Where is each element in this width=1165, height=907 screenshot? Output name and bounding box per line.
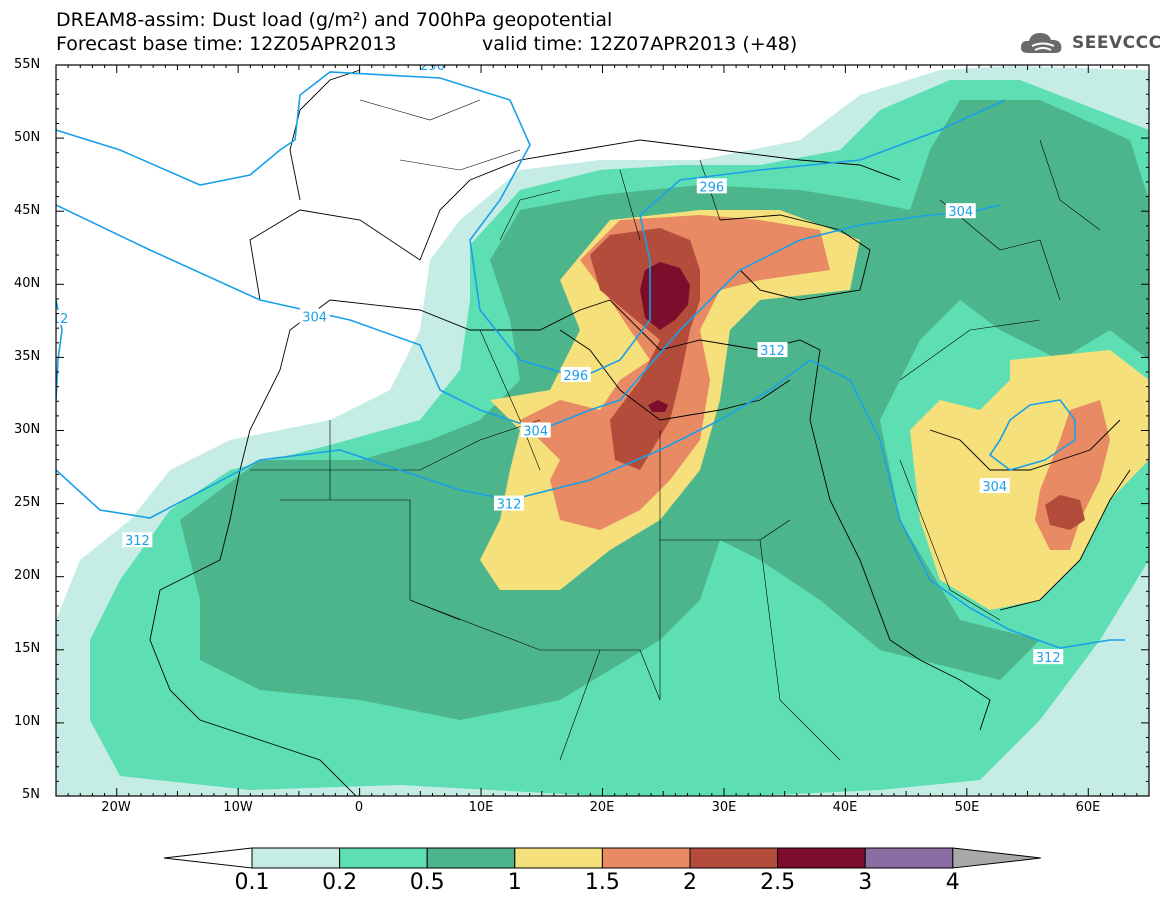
contour-label: 312: [1033, 649, 1064, 666]
lat-label: 40N: [14, 276, 41, 291]
contour-label-bg: [520, 422, 551, 438]
lon-label: 60E: [1075, 800, 1101, 815]
contour-label-text: 296: [699, 180, 724, 195]
lat-label: 30N: [14, 422, 41, 437]
lon-label: 50E: [954, 800, 980, 815]
contour-label-text: 296: [420, 59, 445, 74]
contour-label-bg: [493, 495, 524, 511]
dust-level-2-oman: [1045, 495, 1085, 530]
legend-level-label: 2: [683, 870, 697, 895]
lon-label: 30E: [711, 800, 737, 815]
contour-label: 304: [979, 478, 1010, 495]
contour-label-text: 304: [982, 480, 1007, 495]
contour-label: 296: [696, 178, 727, 195]
contour-label-bg: [122, 532, 153, 548]
contour-296: [294, 71, 1006, 379]
contour-label-bg: [417, 65, 448, 72]
legend-level-label: 3: [858, 870, 873, 895]
map-field: 296 296 296 304 304 304 304 312 312 312 312 312: [44, 59, 1149, 796]
contour-label-bg: [56, 309, 71, 325]
contour-label-text: 312: [44, 312, 69, 327]
contour-296-w: [56, 129, 296, 186]
contour-label-text: 312: [1036, 651, 1061, 666]
contour-304-gulf: [988, 399, 1076, 471]
contour-label: 296: [417, 59, 448, 74]
dust-level-2.5: [640, 262, 690, 330]
lat-label: 55N: [14, 57, 41, 72]
lon-label: 0: [354, 800, 364, 815]
contour-label-text: 296: [563, 369, 588, 384]
lat-label: 20N: [14, 568, 41, 583]
lat-label: 25N: [14, 495, 41, 510]
lon-label: 20E: [589, 800, 615, 815]
political-borders: [250, 99, 1101, 761]
lat-label: 10N: [14, 714, 41, 729]
legend-level-label: 2.5: [760, 870, 796, 895]
contour-label-text: 312: [125, 534, 150, 549]
contour-label-text: 304: [302, 310, 327, 325]
contour-label: 312: [122, 532, 153, 549]
lat-label: 35N: [14, 349, 41, 364]
contour-label: 296: [560, 366, 591, 384]
lat-label: 45N: [14, 203, 41, 218]
contour-312: [56, 359, 1125, 649]
legend-level-label: 1: [507, 870, 522, 895]
contour-label-text: 304: [948, 205, 973, 220]
valid-time: valid time: 12Z07APR2013 (+48): [482, 33, 798, 55]
map-title: DREAM8-assim: Dust load (g/m²) and 700hP…: [56, 9, 613, 31]
seevccc-logo: SEEVCCC: [1018, 28, 1162, 58]
contour-label: 312: [493, 495, 524, 513]
contour-label-text: 304: [523, 425, 548, 440]
contour-label-bg: [560, 366, 591, 382]
lon-label: 20W: [101, 800, 131, 815]
contour-label: 312: [44, 309, 71, 327]
contour-label-bg: [299, 308, 330, 324]
legend-level-label: 1.5: [584, 870, 620, 895]
contour-label-text: 312: [760, 344, 785, 359]
dust-level-2.5-libya: [648, 400, 668, 412]
lon-label: 10E: [468, 800, 494, 815]
contour-label: 304: [945, 203, 976, 220]
contour-label-bg: [1033, 649, 1064, 665]
lon-label: 40E: [832, 800, 858, 815]
lat-label: 5N: [22, 787, 40, 802]
coastlines: [149, 69, 1131, 796]
contour-label-bg: [757, 342, 788, 358]
contour-label-bg: [945, 203, 976, 219]
contour-label: 304: [520, 422, 551, 440]
lat-label: 50N: [14, 130, 41, 145]
legend-level-label: 4: [945, 870, 960, 895]
axis-ticks: [55, 64, 1150, 797]
contour-304: [56, 204, 1001, 431]
geopotential-contours: [56, 71, 1125, 649]
legend-level-label: 0.2: [322, 870, 358, 895]
base-time: Forecast base time: 12Z05APR2013: [56, 33, 397, 55]
contour-labels: 296 296 296 304 304 304 304 312 312 312 312 312: [44, 59, 1064, 666]
cloud-icon: [1020, 33, 1062, 53]
contour-label-bg: [696, 178, 727, 194]
forecast-time-line: Forecast base time: 12Z05APR2013 valid ti…: [56, 33, 797, 55]
lon-label: 10W: [223, 800, 253, 815]
contour-label: 312: [757, 342, 788, 359]
logo-text: SEEVCCC: [1072, 33, 1162, 53]
legend-level-label: 0.1: [234, 870, 270, 895]
legend-level-label: 0.5: [409, 870, 445, 895]
contour-label-text: 312: [497, 498, 522, 513]
lat-label: 15N: [14, 641, 41, 656]
contour-label: 304: [299, 308, 330, 325]
contour-label-bg: [979, 478, 1010, 494]
